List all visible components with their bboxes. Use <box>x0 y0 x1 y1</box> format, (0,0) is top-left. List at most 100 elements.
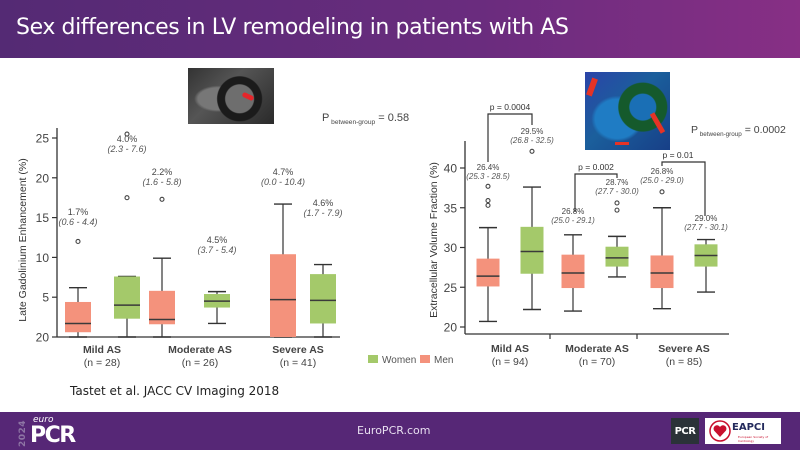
box-iqr <box>561 254 585 289</box>
box-women-moderate-as: 28.7%(27.7 - 30.0) <box>595 178 639 278</box>
lge-mri-image <box>188 68 274 124</box>
box-iqr <box>65 301 91 333</box>
iqr-label: (1.7 - 7.9) <box>303 208 342 218</box>
iqr-label: (0.0 - 10.4) <box>261 177 305 187</box>
category-label: Severe AS <box>658 343 710 355</box>
bracket-line <box>574 173 618 212</box>
p-value: = 0.58 <box>375 112 409 124</box>
bracket-p-value: p = 0.0004 <box>490 102 531 112</box>
y-tick-label: 15 <box>36 211 50 225</box>
bracket-p-value: p = 0.002 <box>578 162 614 172</box>
box-women-mild-as: 29.5%(26.8 - 32.5) <box>510 127 554 311</box>
outlier-point <box>485 183 491 189</box>
category-label: Moderate AS <box>168 344 232 356</box>
box-iqr <box>149 290 175 325</box>
median-label: 4.5% <box>207 235 228 245</box>
y-tick-label: 20 <box>36 171 50 185</box>
outlier-point <box>124 195 130 201</box>
median-label: 29.5% <box>521 127 544 136</box>
bracket-line <box>487 113 533 162</box>
outlier-point <box>485 202 491 208</box>
legend-swatch-men <box>420 355 430 363</box>
category-label: Mild AS <box>491 343 529 355</box>
europcr-logo: PCR <box>30 423 76 448</box>
y-axis-label: Late Gadolinium Enhancement (%) <box>17 158 29 321</box>
footer-url[interactable]: EuroPCR.com <box>357 424 431 437</box>
outlier-point <box>159 196 165 202</box>
logo-euro: euro <box>33 415 54 425</box>
iqr-label: (1.6 - 5.8) <box>142 177 181 187</box>
box-iqr <box>605 246 629 267</box>
iqr-label: (26.8 - 32.5) <box>510 136 554 145</box>
significance-bracket: p = 0.002 <box>574 162 618 212</box>
bracket-p-value: p = 0.01 <box>663 150 694 160</box>
bracket-line <box>661 161 706 216</box>
outlier-point <box>75 238 81 245</box>
p-subscript: between-group <box>329 119 375 126</box>
lge-box-chart: 20 5 10 15 20 25 Late Gadolinium Enhancement (… <box>17 112 453 369</box>
box-men-moderate-as: 26.8%(25.0 - 29.1) <box>551 207 595 312</box>
y-tick-label: 25 <box>36 132 50 146</box>
p-subscript: between-group <box>698 131 742 138</box>
outlier-point <box>614 207 620 213</box>
logo-year: 2024 <box>18 417 28 447</box>
median-label: 26.8% <box>651 167 674 176</box>
logo-year-text: 2024 <box>18 419 28 447</box>
category-n: (n = 28) <box>84 357 120 369</box>
category-n: (n = 70) <box>579 356 615 368</box>
iqr-label: (3.7 - 5.4) <box>197 245 236 255</box>
y-tick-label: 40 <box>444 162 458 176</box>
significance-bracket: p = 0.0004 <box>487 102 533 162</box>
slide-title: Sex differences in LV remodeling in pati… <box>16 15 569 40</box>
box-men-mild-as: 1.7%(0.6 - 4.4) <box>58 207 98 338</box>
median-label: 4.0% <box>117 134 138 144</box>
y-tick-label: 35 <box>444 201 458 215</box>
box-women-severe-as: 29.0%(27.7 - 30.1) <box>684 214 728 293</box>
iqr-label: (25.3 - 28.5) <box>466 172 510 181</box>
legend-label-women: Women <box>382 355 416 366</box>
y-tick-label: 5 <box>42 291 49 305</box>
box-men-severe-as: 26.8%(25.0 - 29.0) <box>640 167 684 310</box>
category-n: (n = 94) <box>492 356 528 368</box>
median-label: 26.8% <box>562 207 585 216</box>
legend-label-men: Men <box>434 355 453 366</box>
slide-header: Sex differences in LV remodeling in pati… <box>0 0 800 58</box>
p-prefix: P <box>691 124 698 136</box>
iqr-label: (2.3 - 7.6) <box>107 144 146 154</box>
eapci-text: EAPCI <box>732 422 765 433</box>
median-label: 1.7% <box>68 207 89 217</box>
p-between-group: P between-group = 0.0002 <box>691 124 786 138</box>
y-tick-label: 30 <box>444 241 458 255</box>
category-n: (n = 26) <box>182 357 218 369</box>
median-label: 4.6% <box>313 198 334 208</box>
box-iqr <box>650 255 674 289</box>
citation: Tastet et al. JACC CV Imaging 2018 <box>70 384 280 398</box>
box-women-severe-as: 4.6%(1.7 - 7.9) <box>303 198 343 338</box>
outlier-point <box>659 189 665 195</box>
outlier-point <box>124 131 130 137</box>
slide-footer: 2024 euro PCR EuroPCR.com <box>0 412 800 450</box>
legend-swatch-women <box>368 355 378 363</box>
outlier-point <box>614 200 620 206</box>
box-iqr <box>520 226 544 274</box>
y-tick-label: 10 <box>36 251 50 265</box>
iqr-label: (27.7 - 30.1) <box>684 223 728 232</box>
ecv-box-chart: 20 25 30 35 40 Extracellular Volume Fraction … <box>428 102 786 368</box>
category-label: Mild AS <box>83 344 121 356</box>
ecv-map-image <box>585 72 670 150</box>
box-iqr <box>114 276 140 319</box>
box-women-moderate-as: 4.5%(3.7 - 5.4) <box>197 235 237 325</box>
outlier-point <box>529 148 535 154</box>
eapci-sub: European Society of Cardiology <box>738 435 769 443</box>
category-n: (n = 85) <box>666 356 702 368</box>
iqr-label: (25.0 - 29.0) <box>640 176 684 185</box>
y-tick-label: 25 <box>444 281 458 295</box>
median-label: 29.0% <box>695 214 718 223</box>
y-axis-label: Extracellular Volume Fraction (%) <box>428 162 440 318</box>
box-men-mild-as: 26.4%(25.3 - 28.5) <box>466 163 510 323</box>
box-iqr <box>476 258 500 287</box>
box-iqr <box>270 254 296 337</box>
category-n: (n = 41) <box>280 357 316 369</box>
p-between-group: P between-group = 0.58 <box>322 112 409 126</box>
heart-icon <box>709 420 731 442</box>
